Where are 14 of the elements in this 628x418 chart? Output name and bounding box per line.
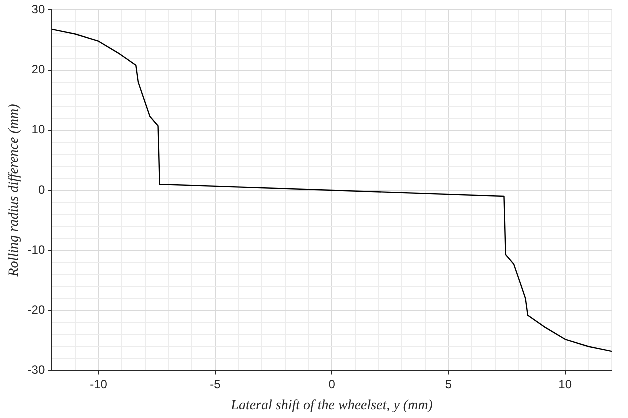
x-tick-label: -10 xyxy=(90,377,108,392)
x-axis-title: Lateral shift of the wheelset, y (mm) xyxy=(230,398,434,414)
y-tick-label: 20 xyxy=(32,62,46,77)
y-tick-label: 0 xyxy=(38,182,46,197)
y-tick-label: 10 xyxy=(32,122,46,137)
x-tick-label: -5 xyxy=(210,377,222,392)
y-tick-label: -30 xyxy=(28,363,46,378)
x-tick-label: 0 xyxy=(328,377,336,392)
y-tick-label: -20 xyxy=(28,303,46,318)
y-tick-label: -10 xyxy=(28,242,46,257)
y-axis-title: Rolling radius difference (mm) xyxy=(7,104,22,278)
y-tick-label: 30 xyxy=(32,2,46,17)
x-tick-label: 10 xyxy=(558,377,572,392)
x-tick-label: 5 xyxy=(445,377,452,392)
